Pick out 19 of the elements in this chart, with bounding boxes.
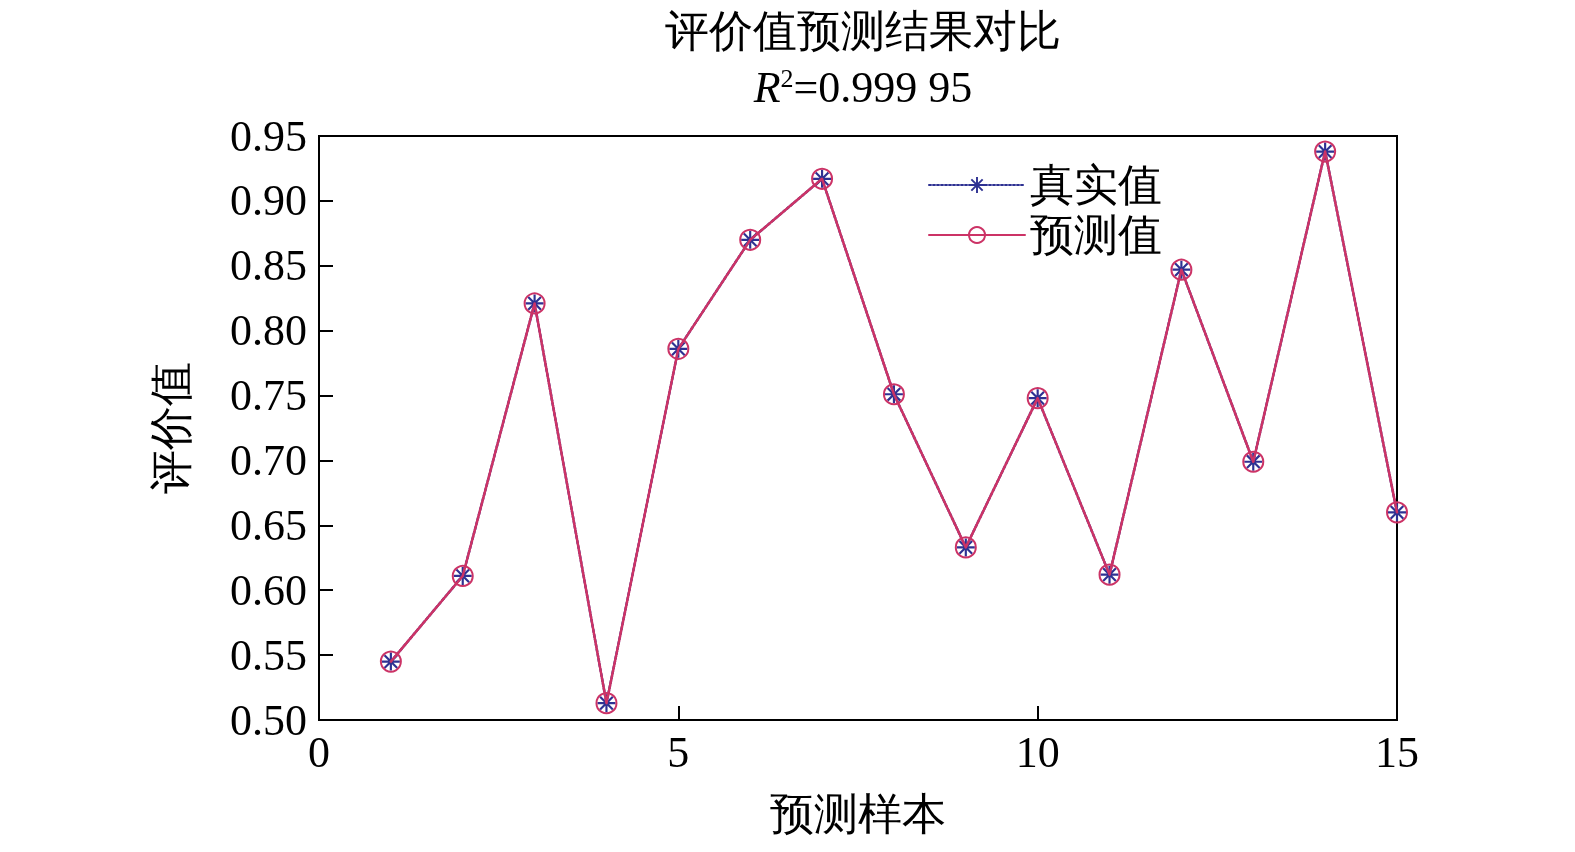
y-tick-label: 0.90 <box>230 176 307 226</box>
x-axis-title: 预测样本 <box>770 789 946 839</box>
x-tick-label: 10 <box>1015 727 1060 777</box>
x-tick-label: 0 <box>308 727 330 777</box>
y-axis-title: 评价值 <box>146 362 196 494</box>
x-tick-label: 15 <box>1375 727 1419 777</box>
legend-label: 预测值 <box>1030 210 1162 260</box>
chart-title: 评价值预测结果对比 <box>665 6 1061 56</box>
y-tick-label: 0.75 <box>230 371 307 421</box>
legend-label: 真实值 <box>1030 160 1162 210</box>
y-tick-label: 0.95 <box>230 111 307 161</box>
y-tick-label: 0.55 <box>230 630 307 680</box>
y-tick-label: 0.50 <box>230 695 307 745</box>
y-tick-label: 0.65 <box>230 500 307 550</box>
y-tick-label: 0.80 <box>230 306 307 356</box>
y-tick-label: 0.85 <box>230 241 307 291</box>
x-tick-label: 5 <box>667 727 690 777</box>
y-tick-label: 0.60 <box>230 565 307 615</box>
y-tick-label: 0.70 <box>230 435 307 485</box>
